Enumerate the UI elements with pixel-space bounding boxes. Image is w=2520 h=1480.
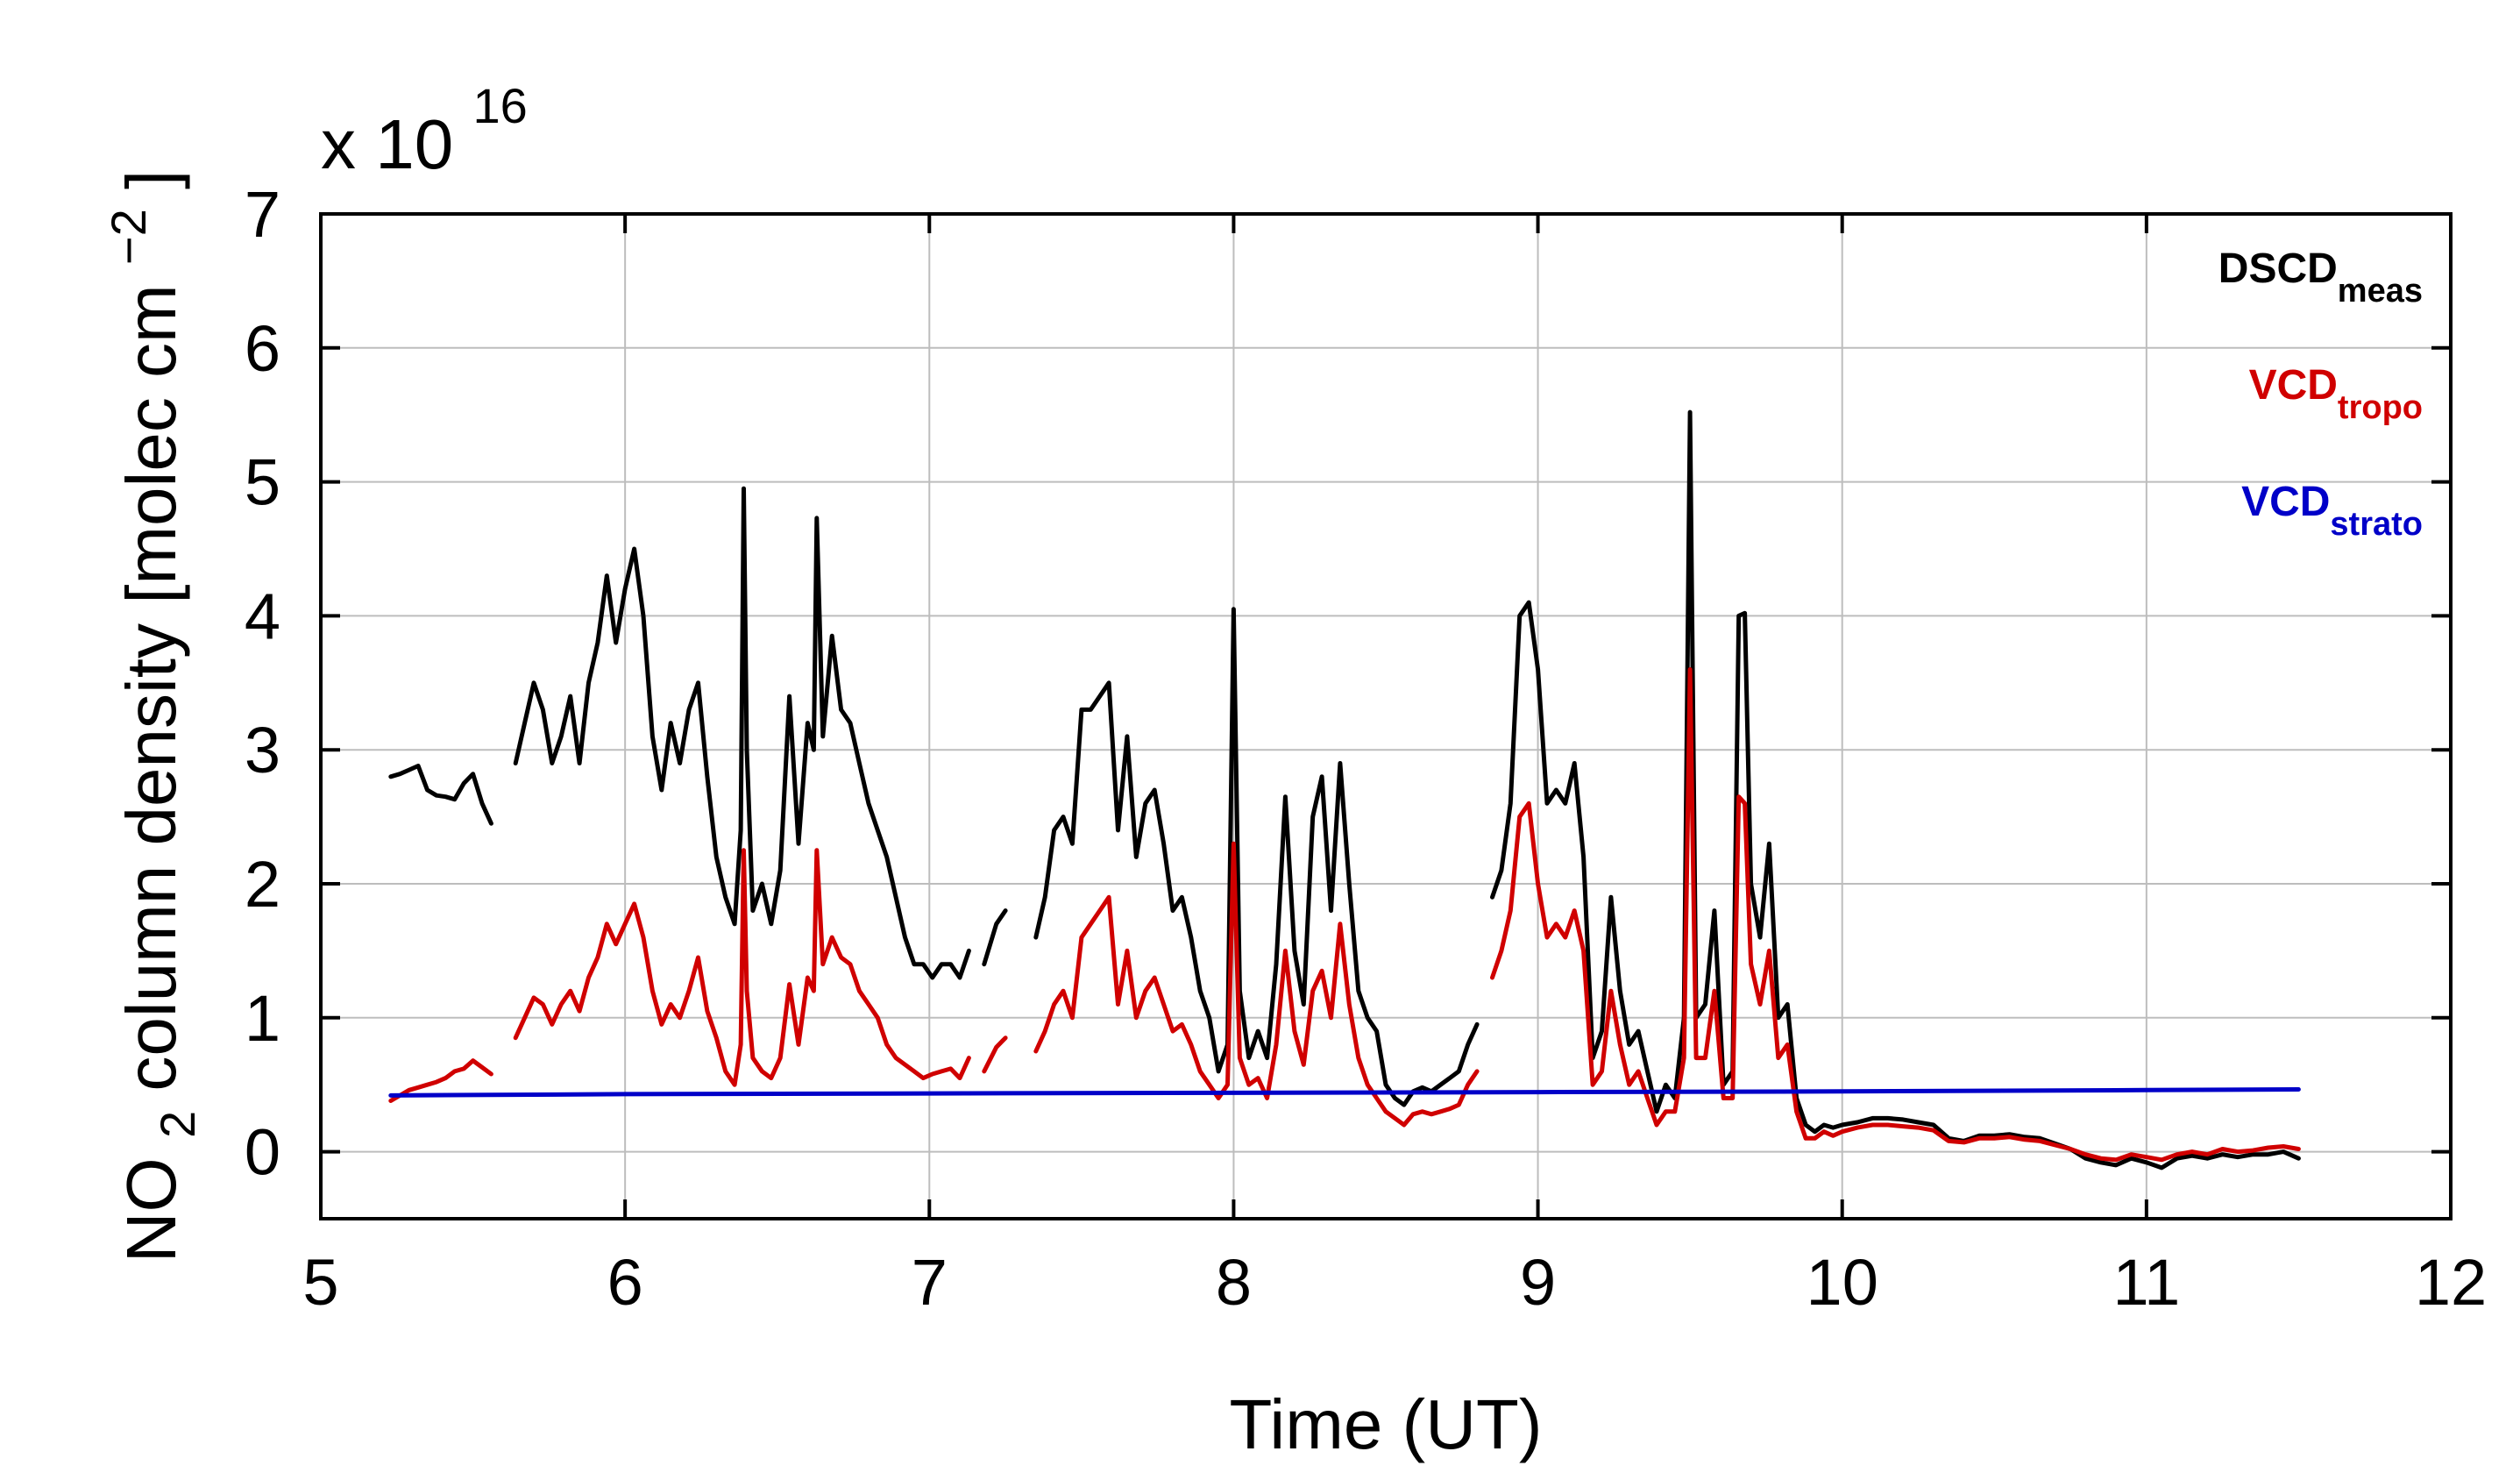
series-line-dscd-meas [1033, 607, 1480, 1107]
x-tick-label: 12 [2415, 1246, 2487, 1319]
y-label-middle: column density [molec cm [112, 284, 190, 1091]
series-line-vcd-tropo [1490, 667, 2301, 1163]
x-tick-label: 6 [607, 1246, 643, 1319]
series-line-vcd-tropo [388, 1058, 493, 1103]
y-axis-label: NO 2 column density [molec cm −2 ] [82, 170, 209, 1263]
y-tick-label: 7 [245, 178, 280, 251]
y-label-prefix: NO [112, 1157, 190, 1263]
series-line-vcd-tropo [1033, 841, 1480, 1128]
legend-subscript: tropo [2338, 389, 2423, 426]
plot-frame [319, 212, 2453, 1220]
series-line-vcd-strato [388, 1087, 2301, 1098]
legend-subscript: strato [2330, 506, 2423, 543]
x-tick-label: 11 [2112, 1246, 2180, 1319]
x-tick-label: 10 [1807, 1246, 1878, 1319]
legend-name: DSCD [2218, 245, 2338, 292]
y-label-subscript: 2 [150, 1111, 205, 1138]
y-tick-label: 2 [245, 848, 280, 921]
axis-multiplier-base: x 10 [321, 105, 453, 183]
series-line-dscd-meas [513, 486, 971, 980]
grid-lines [321, 214, 2451, 1219]
legend-entry-vcd-strato: VCDstrato [2241, 479, 2423, 543]
y-tick-label: 0 [245, 1116, 280, 1189]
x-tick-label: 7 [912, 1246, 948, 1319]
x-tick-label: 5 [302, 1246, 338, 1319]
series-line-dscd-meas [1490, 409, 2301, 1170]
axis-multiplier: x 10 16 [321, 78, 528, 183]
y-label-suffix: ] [112, 170, 190, 189]
series-line-dscd-meas [388, 764, 493, 826]
y-tick-label: 4 [245, 580, 280, 652]
x-axis-label: Time (UT) [1230, 1385, 1543, 1463]
y-tick-label: 3 [245, 714, 280, 786]
series-line-vcd-tropo [513, 848, 971, 1087]
y-tick-label: 5 [245, 446, 280, 519]
series-line-dscd-meas [982, 908, 1008, 967]
series-group [388, 409, 2301, 1170]
x-tick-label: 8 [1216, 1246, 1252, 1319]
y-label-superscript: −2 [101, 209, 156, 265]
series-line-vcd-tropo [982, 1035, 1008, 1074]
legend-entry-dscd-meas: DSCDmeas [2218, 245, 2423, 310]
legend-entry-vcd-tropo: VCDtropo [2249, 362, 2423, 426]
y-tick-label: 1 [245, 982, 280, 1055]
legend-name: VCD [2241, 479, 2330, 525]
legend-subscript: meas [2338, 273, 2423, 310]
y-tick-label: 6 [245, 312, 280, 385]
x-tick-label: 9 [1520, 1246, 1556, 1319]
tick-marks [319, 212, 2453, 1219]
axis-multiplier-exponent: 16 [472, 78, 527, 133]
legend-name: VCD [2249, 362, 2338, 409]
